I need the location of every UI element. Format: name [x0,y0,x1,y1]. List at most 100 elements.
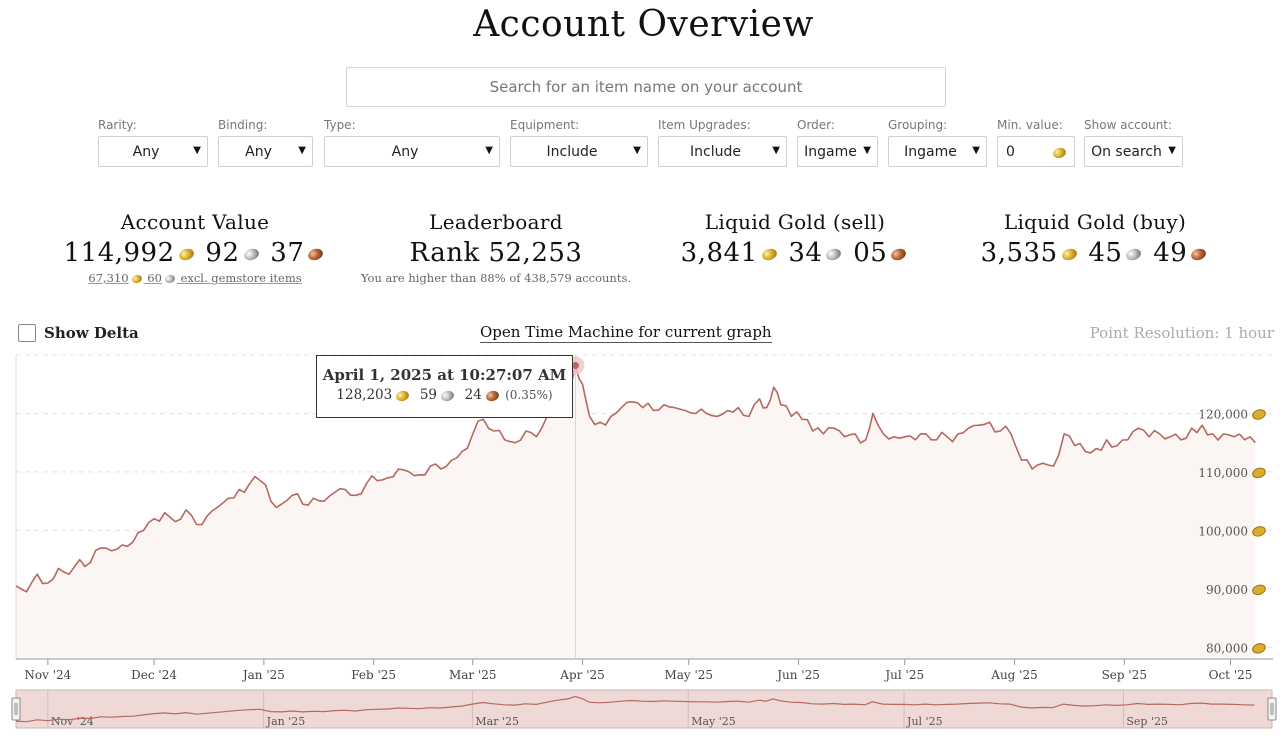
leaderboard-rank: Rank 52,253 [409,238,583,268]
filter-grouping-label: Grouping: [888,118,948,132]
tooltip-date: April 1, 2025 at 10:27:07 AM [322,366,567,384]
gold-coin-icon [1252,409,1266,420]
silver-coin-icon [825,246,843,262]
equipment-select[interactable]: Include ▼ [510,136,648,167]
x-tick-label: May '25 [664,668,713,682]
filter-type-label: Type: [324,118,356,132]
liquid-gold-sell-title: Liquid Gold (sell) [704,210,886,234]
show-account-select[interactable]: On search ▼ [1084,136,1183,167]
filter-binding-label: Binding: [218,118,268,132]
filter-show-account-label: Show account: [1084,118,1173,132]
chevron-down-icon: ▼ [972,145,980,156]
navigator-line [15,695,1255,723]
navigator-label: May '25 [691,715,736,728]
x-tick-label: Mar '25 [449,668,497,682]
show-delta-toggle[interactable]: Show Delta [18,324,139,342]
excl-gold: 67,310 [88,271,129,285]
chart-navigator[interactable]: Nov '24 Jan '25 Mar '25 May '25 Jul '25 Sep '… [0,688,1287,730]
gold-coin-icon [760,246,778,262]
y-tick-label: 100,000 [1198,524,1248,538]
grouping-select-value: Ingame [904,143,957,160]
navigator-label: Mar '25 [475,715,519,728]
tooltip-value: 128,203 59 24 (0.35%) [317,387,572,403]
x-tick-label: Jun '25 [775,668,820,682]
filter-grouping: Grouping: Ingame ▼ [888,118,987,167]
account-value-silver: 92 [205,238,240,268]
rarity-select[interactable]: Any ▼ [98,136,208,167]
chevron-down-icon: ▼ [1168,145,1176,156]
x-tick-label: Nov '24 [24,668,71,682]
filter-binding: Binding: Any ▼ [218,118,313,167]
series-line [15,364,1256,593]
account-value-title: Account Value [120,210,270,234]
navigator-label: Jan '25 [266,715,306,728]
liquid-gold-buy-title: Liquid Gold (buy) [1003,210,1187,234]
account-value-chart[interactable]: 80,000 90,000 100,000 110,000 120,000 Nov '24… [0,345,1287,685]
account-value-stat: Account Value 114,992 92 37 67,310 60 ex… [60,210,330,285]
copper-coin-icon [307,246,325,262]
leaderboard-sub: You are higher than 88% of 438,579 accou… [360,271,632,285]
x-tick-label: Feb '25 [351,668,396,682]
filter-type: Type: Any ▼ [324,118,500,167]
chevron-down-icon: ▼ [772,145,780,156]
copper-coin-icon [1189,246,1208,262]
x-tick-label: Oct '25 [1209,668,1253,682]
navigator-label: Nov '24 [51,715,94,728]
liquid-sell-gold: 3,841 [680,238,758,268]
x-tick-label: Apr '25 [559,668,604,682]
liquid-buy-copper: 49 [1153,238,1188,268]
navigator-left-handle[interactable] [11,697,21,721]
grouping-select[interactable]: Ingame ▼ [888,136,987,167]
min-value-input-value: 0 [1006,143,1015,160]
gold-coin-icon [177,246,195,262]
filter-equipment-label: Equipment: [510,118,580,132]
time-machine-link[interactable]: Open Time Machine for current graph [480,323,772,343]
gold-coin-icon [1060,246,1078,262]
x-tick-label: Aug '25 [990,668,1037,682]
chart-tooltip: April 1, 2025 at 10:27:07 AM 128,203 59 … [316,355,573,418]
liquid-gold-sell-stat: Liquid Gold (sell) 3,841 34 05 [660,210,930,268]
filter-order-label: Order: [797,118,835,132]
binding-select[interactable]: Any ▼ [218,136,313,167]
filter-show-account: Show account: On search ▼ [1084,118,1183,167]
equipment-select-value: Include [546,143,598,160]
silver-coin-icon [242,246,260,262]
order-select-value: Ingame [804,143,857,160]
search-input[interactable] [346,67,946,107]
gold-coin-icon [130,273,143,285]
account-value-gold: 114,992 [63,238,175,268]
highlight-point [571,362,579,370]
min-value-input[interactable]: 0 [997,136,1075,167]
chevron-down-icon: ▼ [633,145,641,156]
point-resolution[interactable]: Point Resolution: 1 hour [1089,324,1274,342]
liquid-sell-copper: 05 [853,238,888,268]
item-upgrades-select-value: Include [690,143,741,160]
filter-order: Order: Ingame ▼ [797,118,878,167]
type-select[interactable]: Any ▼ [324,136,500,167]
account-value-excl-gemstore[interactable]: 67,310 60 excl. gemstore items [60,271,330,285]
navigator-window [15,689,1273,729]
y-tick-label: 110,000 [1198,466,1248,480]
show-delta-checkbox[interactable] [18,324,36,342]
liquid-buy-silver: 45 [1088,238,1123,268]
x-tick-label: Jan '25 [241,668,285,682]
filter-rarity: Rarity: Any ▼ [98,118,208,167]
y-tick-label: 90,000 [1206,583,1248,597]
liquid-gold-sell-amount: 3,841 34 05 [660,238,930,268]
show-account-select-value: On search [1091,143,1162,160]
page-title: Account Overview [473,4,814,45]
item-upgrades-select[interactable]: Include ▼ [658,136,787,167]
navigator-label: Sep '25 [1126,715,1168,728]
tooltip-silver: 59 [419,387,438,403]
chevron-down-icon: ▼ [298,145,306,156]
chevron-down-icon: ▼ [863,145,871,156]
tooltip-change: (0.35%) [505,388,553,402]
navigator-right-handle[interactable] [1267,697,1277,721]
copper-coin-icon [484,388,501,403]
order-select[interactable]: Ingame ▼ [797,136,878,167]
filter-item-upgrades-label: Item Upgrades: [658,118,751,132]
gold-coin-icon [1252,643,1266,654]
liquid-gold-buy-stat: Liquid Gold (buy) 3,535 45 49 [960,210,1230,268]
silver-coin-icon [1125,246,1143,262]
tooltip-gold: 128,203 [336,387,393,403]
